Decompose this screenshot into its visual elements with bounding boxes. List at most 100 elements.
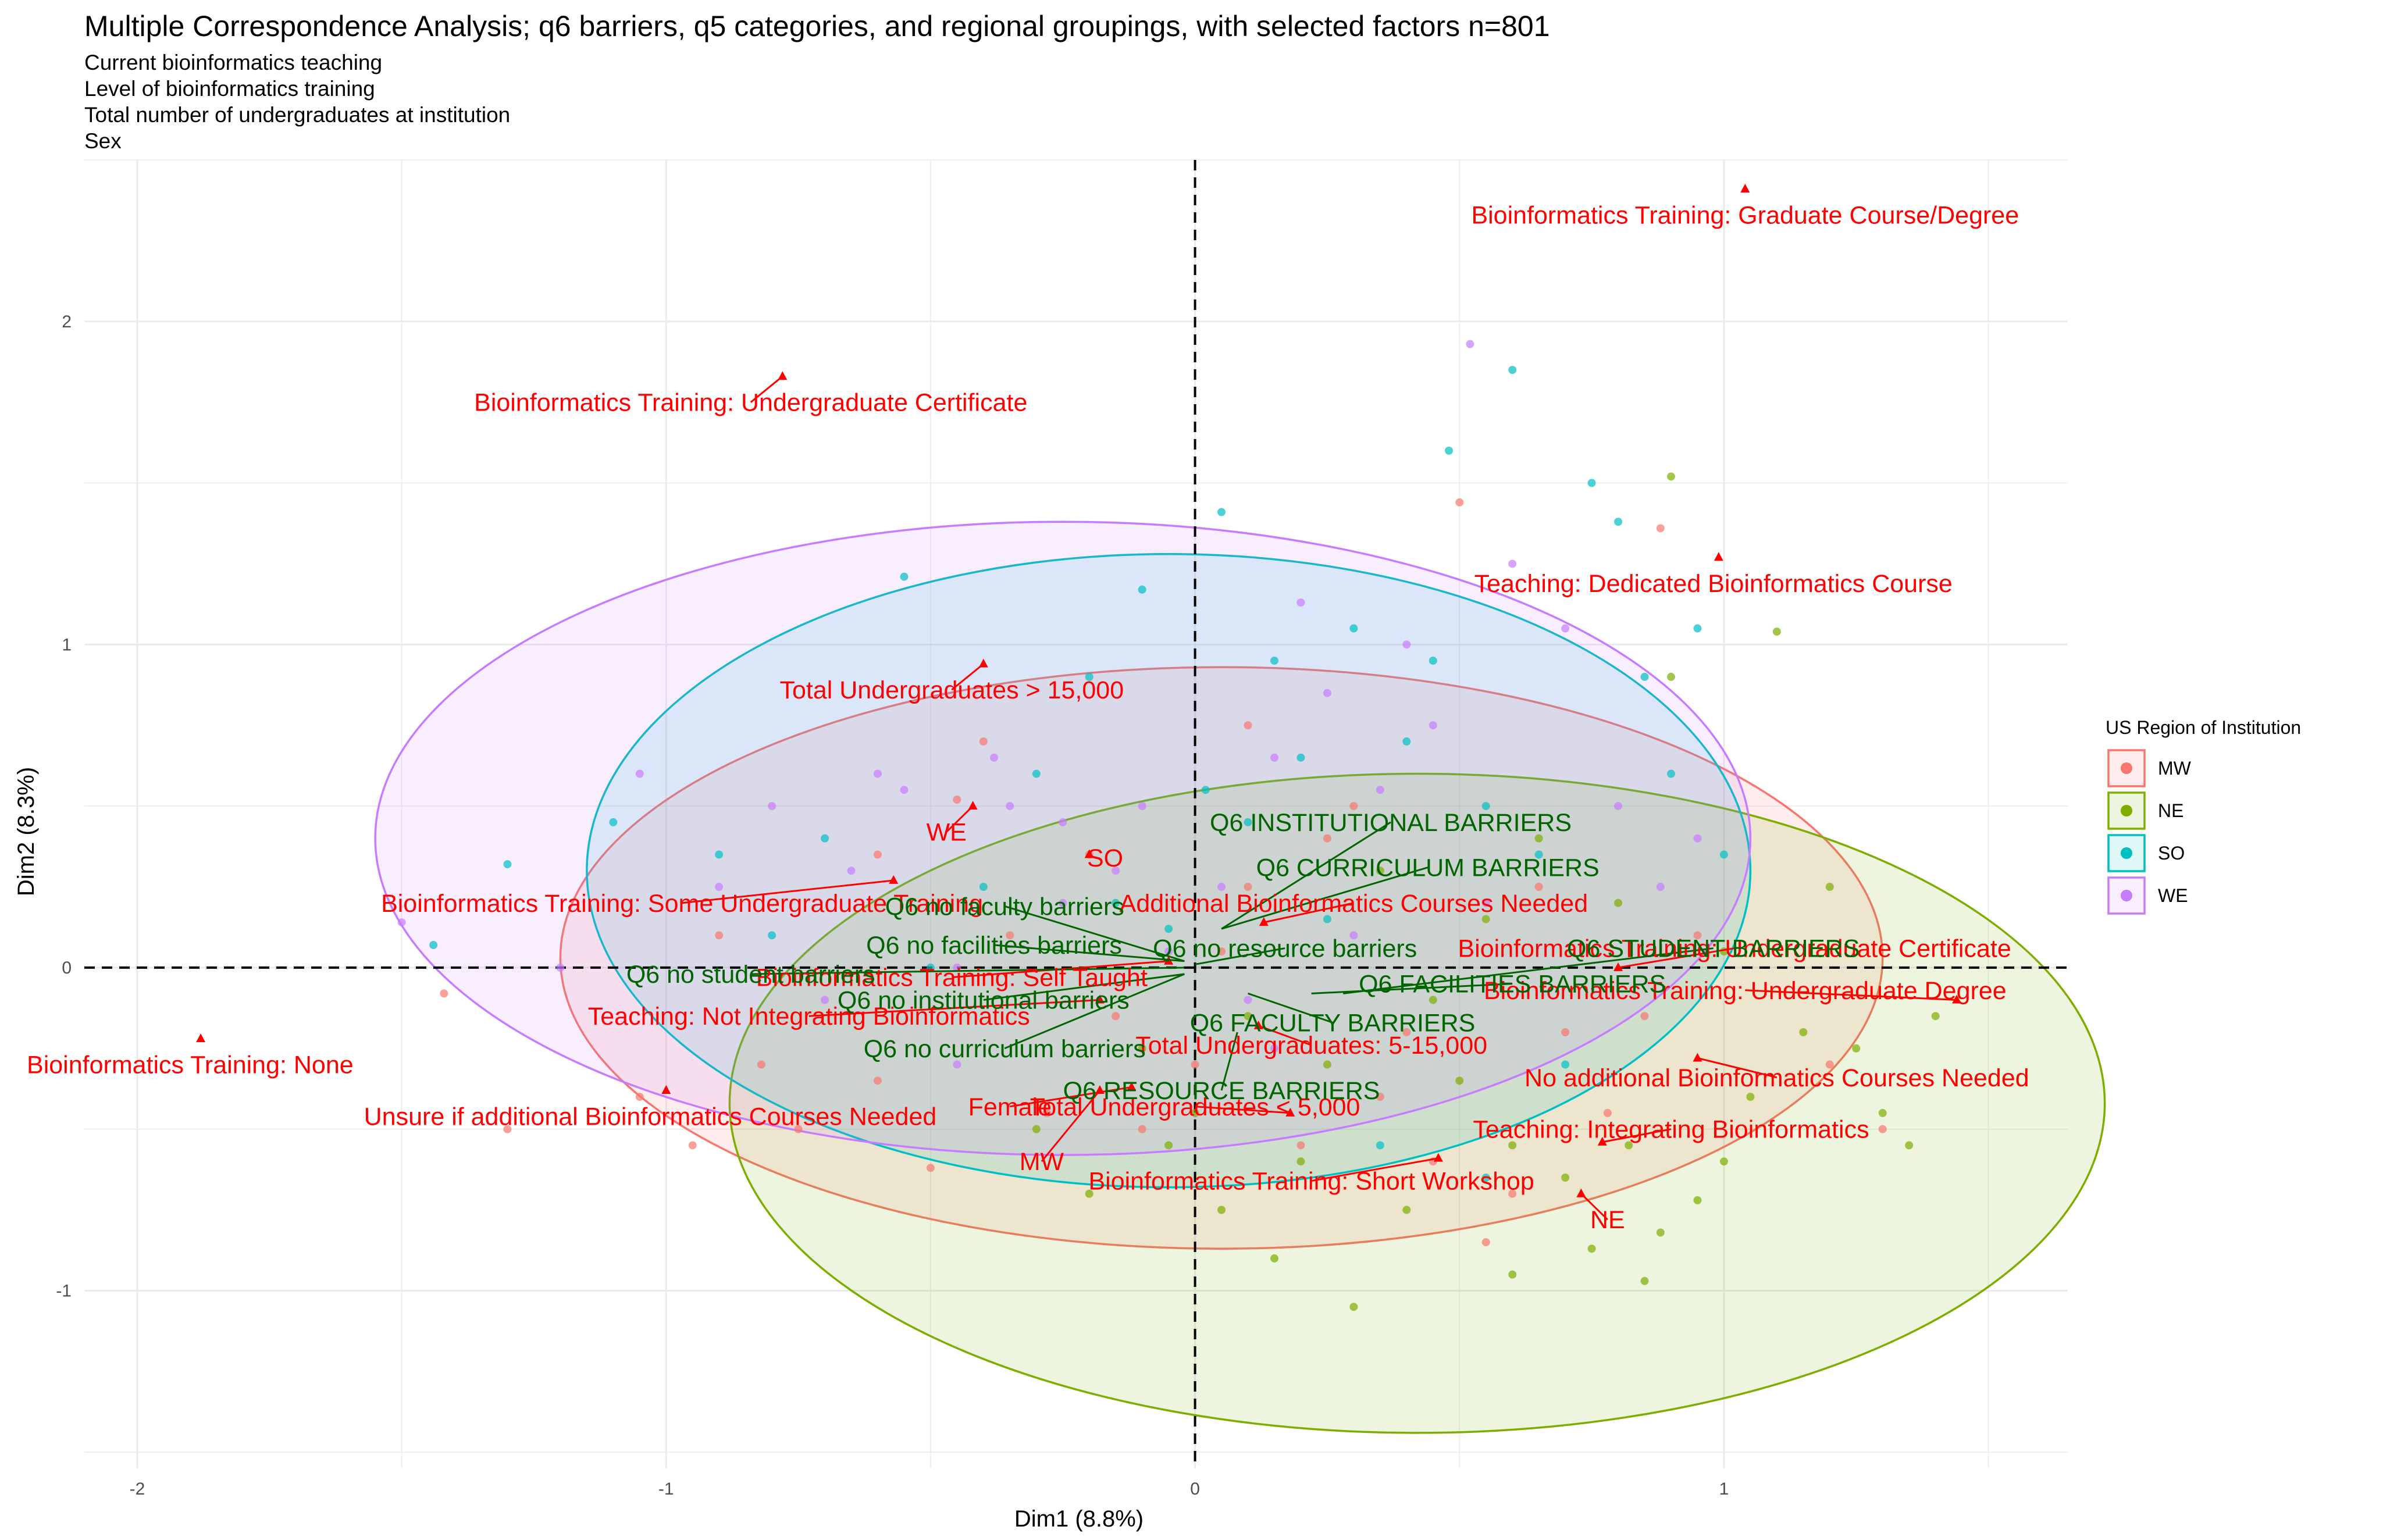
label-leader-line — [1745, 989, 1957, 1001]
individual-point-so — [1296, 753, 1305, 762]
chart-subtitle-line: Sex — [84, 129, 122, 153]
category-label: Total Undergraduates > 15,000 — [779, 676, 1124, 704]
individual-point-we — [953, 963, 961, 972]
individual-point-mw — [1349, 802, 1358, 811]
confidence-ellipse-mw — [559, 666, 1884, 1250]
individual-point-ne — [1296, 1157, 1305, 1166]
individual-point-ne — [1667, 472, 1675, 481]
individual-point-we — [1466, 340, 1474, 348]
legend-label: NE — [2158, 800, 2183, 821]
individual-point-so — [1481, 1174, 1490, 1182]
individual-point-so — [609, 818, 618, 826]
category-label: SO — [1087, 844, 1123, 872]
category-point-marker — [1952, 994, 1962, 1004]
individual-point-so — [1112, 898, 1120, 907]
label-leader-line — [1697, 1057, 1777, 1079]
individual-point-mw — [1455, 498, 1464, 507]
individual-point-ne — [1138, 1044, 1146, 1053]
individual-points — [397, 340, 1940, 1311]
individual-point-we — [1270, 1044, 1278, 1053]
category-label: NE — [1590, 1206, 1625, 1234]
individual-point-ne — [1508, 1141, 1517, 1150]
individual-point-we — [1059, 898, 1067, 907]
individual-point-mw — [1508, 1189, 1517, 1198]
individual-point-we — [715, 883, 724, 891]
individual-point-mw — [1878, 1125, 1887, 1133]
category-point-marker — [1259, 917, 1269, 926]
individual-point-mw — [794, 1125, 803, 1133]
individual-point-we — [821, 996, 829, 1004]
category-point-marker — [1253, 1020, 1263, 1029]
individual-point-so — [1667, 769, 1675, 778]
category-label: Bioinformatics Training: Some Undergradu… — [381, 890, 983, 918]
legend-title: US Region of Institution — [2106, 717, 2301, 738]
plot-panel: Bioinformatics Training: Graduate Course… — [27, 159, 2106, 1468]
category-label: Unsure if additional Bioinformatics Cour… — [364, 1103, 937, 1131]
individual-point-mw — [503, 1125, 512, 1133]
category-label: Female — [968, 1093, 1052, 1121]
label-leader-line — [1221, 866, 1429, 930]
individual-point-so — [979, 883, 988, 891]
category-point-marker — [978, 658, 988, 668]
individual-point-mw — [953, 796, 961, 804]
category-label: Bioinformatics Training: None — [27, 1051, 354, 1079]
category-point-marker — [1127, 1082, 1137, 1091]
label-leader-line — [951, 663, 984, 691]
individual-point-ne — [1719, 1157, 1728, 1166]
individual-point-so — [1270, 657, 1278, 665]
category-label: Q6 no student barriers — [626, 961, 875, 989]
category-label: Q6 STUDENT BARRIERS — [1567, 935, 1860, 963]
individual-point-ne — [1825, 883, 1834, 891]
category-label: Bioinformatics Training: Undergraduate D… — [1484, 977, 2007, 1005]
individual-point-ne — [1587, 1244, 1596, 1253]
individual-point-so — [1640, 672, 1649, 681]
grid-layer — [84, 159, 2068, 1468]
label-leader-line — [682, 879, 894, 904]
category-label: Bioinformatics Training: Graduate Course… — [1471, 201, 2019, 229]
category-point-marker — [1084, 849, 1094, 858]
label-leader-line — [946, 805, 974, 833]
individual-point-mw — [1402, 1028, 1411, 1036]
individual-point-so — [1201, 786, 1210, 794]
chart-subtitle-line: Current bioinformatics teaching — [84, 51, 382, 74]
legend-key-dot — [2121, 847, 2132, 859]
individual-point-mw — [874, 1076, 882, 1085]
category-label: No additional Bioinformatics Courses Nee… — [1524, 1064, 2029, 1092]
individual-point-ne — [1455, 1076, 1464, 1085]
individual-point-we — [397, 918, 406, 927]
individual-point-ne — [1667, 672, 1675, 681]
individual-point-so — [900, 572, 909, 581]
individual-point-ne — [1349, 1303, 1358, 1311]
individual-point-so — [1561, 1060, 1570, 1069]
category-label: Q6 no faculty barriers — [885, 893, 1124, 921]
individual-point-we — [1349, 931, 1358, 940]
individual-point-we — [556, 963, 565, 972]
label-leader-line — [1618, 947, 1735, 969]
individual-point-we — [1656, 883, 1665, 891]
x-tick-label: 0 — [1190, 1479, 1200, 1499]
legend-label: SO — [2158, 843, 2185, 864]
individual-point-ne — [1534, 834, 1543, 843]
individual-point-mw — [926, 1164, 935, 1172]
category-point-marker — [1613, 962, 1623, 971]
individual-point-we — [1006, 802, 1014, 811]
confidence-ellipse-so — [586, 553, 1752, 1189]
category-point-marker — [778, 371, 788, 380]
confidence-ellipse-ne — [728, 772, 2106, 1434]
y-tick-label: 2 — [62, 312, 72, 331]
category-label: Teaching: Not Integrating Bioinformatics — [588, 1003, 1030, 1030]
individual-point-ne — [1323, 1060, 1331, 1069]
category-point-marker — [1740, 184, 1750, 192]
individual-point-we — [1323, 689, 1331, 697]
label-leader-line — [1041, 1090, 1101, 1162]
individual-point-so — [1376, 1141, 1384, 1150]
legend: US Region of Institution MW NE SO WE — [2106, 717, 2301, 915]
individual-point-ne — [1508, 1270, 1517, 1279]
y-tick-label: 0 — [62, 958, 72, 978]
individual-point-so — [1693, 624, 1702, 633]
individual-point-ne — [1905, 1141, 1914, 1150]
individual-point-we — [1270, 753, 1278, 762]
individual-point-mw — [1217, 947, 1226, 956]
category-label: Teaching: Integrating Bioinformatics — [1473, 1116, 1869, 1144]
individual-point-mw — [757, 1060, 765, 1069]
